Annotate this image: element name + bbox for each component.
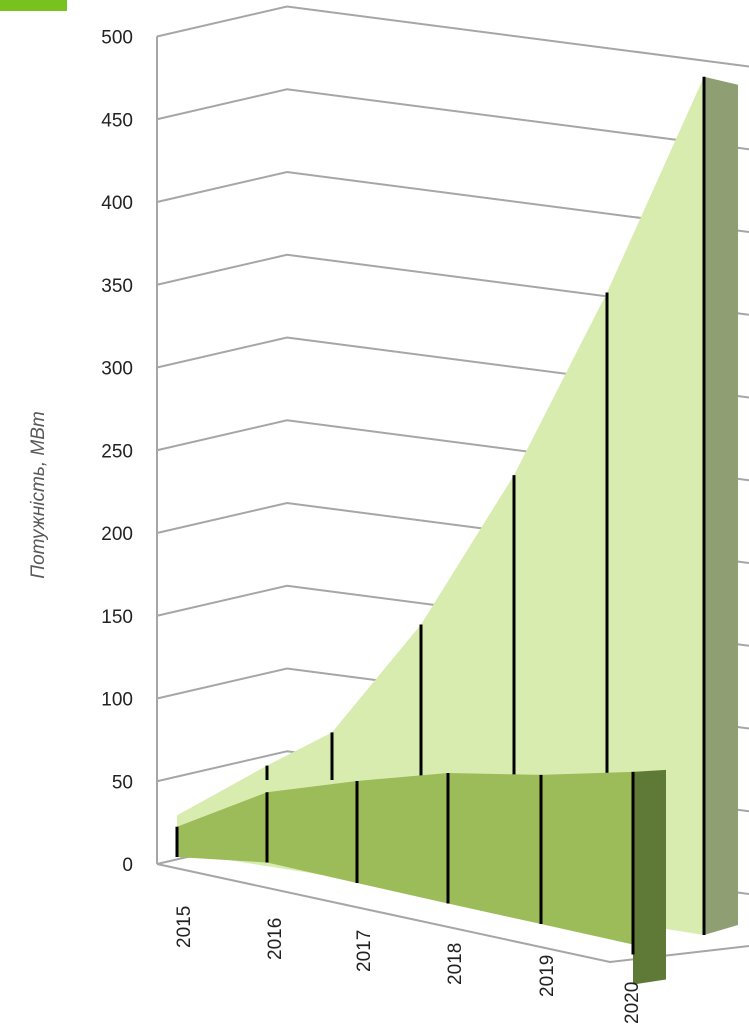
back-area-series: [177, 76, 738, 935]
y-axis-title: Потужність, МВт: [28, 411, 49, 578]
y-tick-label: 300: [101, 359, 133, 380]
front-area-series: [175, 769, 666, 985]
x-tick-labels: 2015 2016 2017 2018 2019 2020: [174, 906, 643, 1024]
gridline: [156, 170, 749, 233]
y-tick-labels: 0 50 100 150 200 250 300 350 400 450 500: [101, 28, 133, 877]
front-area-side: [633, 769, 666, 985]
gridline: [156, 88, 749, 151]
x-tick-label: 2016: [265, 918, 286, 960]
front-area-fill: [177, 771, 633, 985]
corner-accent-bar: [0, 0, 67, 11]
gridline: [156, 253, 749, 316]
y-tick-label: 150: [101, 607, 133, 628]
x-tick-label: 2019: [537, 955, 558, 997]
y-tick-label: 500: [101, 28, 133, 49]
y-tick-label: 400: [101, 193, 133, 214]
gridline: [156, 5, 749, 68]
x-tick-label: 2018: [445, 943, 466, 985]
floor-front-edge: [156, 863, 749, 964]
x-tick-label: 2020: [622, 982, 643, 1024]
back-area-side: [704, 76, 738, 935]
y-tick-label: 450: [101, 110, 133, 131]
back-area-fill: [177, 76, 704, 935]
x-tick-label: 2017: [354, 930, 375, 972]
y-tick-label: 100: [101, 690, 133, 711]
x-tick-label: 2015: [174, 906, 195, 948]
y-tick-label: 50: [112, 772, 133, 793]
y-tick-label: 250: [101, 441, 133, 462]
y-tick-label: 350: [101, 276, 133, 297]
y-tick-label: 200: [101, 524, 133, 545]
y-tick-label: 0: [122, 855, 133, 876]
